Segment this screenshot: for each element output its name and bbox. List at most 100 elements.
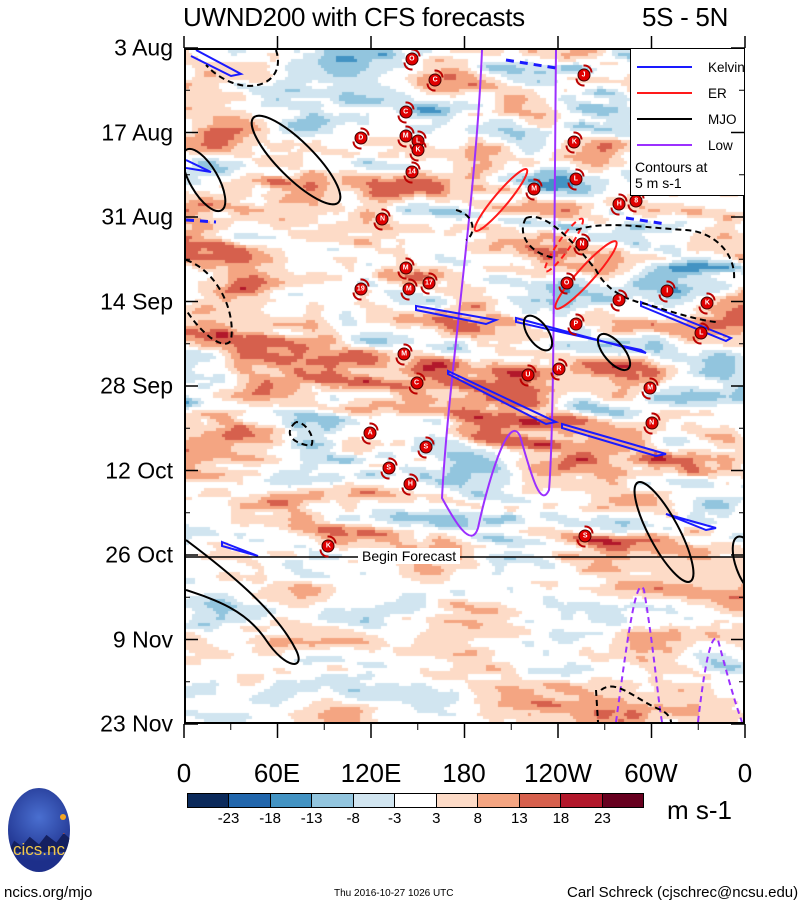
er-contour [543,217,585,273]
legend-swatch [637,66,692,68]
y-tick-label: 23 Nov [100,710,173,737]
colorbar-label: 23 [594,810,611,827]
legend-note-line: Contours at [635,159,708,175]
author-credit: Carl Schreck (cjschrec@ncsu.edu) [567,884,799,901]
low-contour [615,586,663,722]
y-tick-label: 17 Aug [101,119,173,146]
tropical-cyclone-marker: N [643,412,661,435]
legend-item-mjo: MJO [637,110,737,128]
cics-logo: cics.nc [8,788,70,872]
mjo-contour [595,685,672,722]
kelvin-contour [447,369,560,426]
legend-label: MJO [708,111,737,127]
tropical-cyclone-marker: A [361,422,379,445]
x-tick-label: 60E [253,758,301,788]
chart-title: UWND200 with CFS forecasts [183,2,525,32]
colorbar-units: m s-1 [667,795,732,825]
colorbar-swatch [312,794,354,807]
mjo-contour [250,114,342,206]
tropical-cyclone-marker: 14 [403,161,421,184]
tropical-cyclone-marker: R [550,358,568,381]
er-contour [554,240,618,310]
legend-item-low: Low [637,136,733,154]
legend-note: Contours at 5 m s-1 [635,159,707,191]
colorbar-swatch [395,794,437,807]
tropical-cyclone-marker: C [397,101,415,124]
website-link[interactable]: ncics.org/mjo [4,884,93,901]
tropical-cyclone-marker: 8 [627,190,645,213]
legend-note-line: 5 m s-1 [635,175,682,191]
tropical-cyclone-marker: K [698,292,716,315]
kelvin-contour [186,58,667,226]
y-tick-label: 3 Aug [114,34,173,61]
legend-item-kelvin: Kelvin [637,58,745,76]
colorbar-swatch [478,794,520,807]
tropical-cyclone-marker: D [352,127,370,150]
y-tick-label: 12 Oct [105,457,173,484]
legend-label: Low [708,137,733,153]
tropical-cyclone-marker: M [400,278,418,301]
y-tick-label: 14 Sep [100,288,173,315]
kelvin-contour [561,422,667,458]
mjo-contour [186,259,233,345]
mjo-contour [633,481,695,583]
kelvin-contour [186,159,212,173]
tropical-cyclone-marker: K [319,535,337,558]
tropical-cyclone-marker: N [573,233,591,256]
tropical-cyclone-marker: C [426,69,444,92]
legend-swatch [637,144,692,146]
tropical-cyclone-marker: M [525,178,543,201]
tropical-cyclone-marker: H [401,473,419,496]
colorbar-label: 3 [432,810,441,827]
mjo-contour [186,539,300,665]
tropical-cyclone-marker: O [403,50,421,71]
colorbar-label: 18 [552,810,570,827]
kelvin-contour [640,300,734,343]
tropical-cyclone-marker: J [610,289,628,312]
colorbar-label: -8 [346,810,360,827]
low-contour [440,50,557,537]
tropical-cyclone-marker: S [417,436,435,459]
tropical-cyclone-marker: M [395,343,413,366]
mjo-contour [288,421,314,448]
colorbar-swatch [436,794,479,807]
tropical-cyclone-marker: M [397,257,415,280]
colorbar-swatch [561,794,603,807]
y-tick-label: 26 Oct [105,541,173,568]
tropical-cyclone-marker: C [408,372,426,395]
tropical-cyclone-marker: 17 [420,272,438,295]
mjo-contour [205,50,279,87]
tropical-cyclone-marker: U [519,364,537,387]
mjo-contour [596,332,632,372]
x-tick-label: 180 [442,758,486,788]
mjo-contour [521,215,717,323]
colorbar-swatch [519,794,562,807]
tropical-cyclone-marker: S [576,525,594,548]
tropical-cyclone-marker: N [373,208,391,231]
tropical-cyclone-marker: S [380,457,398,480]
tropical-cyclone-marker: K [409,139,427,162]
y-tick-label: 31 Aug [101,203,173,230]
logo-text: cics.nc [13,840,65,859]
mjo-contour [186,147,227,213]
tropical-cyclone-marker: L [567,168,585,191]
tropical-cyclone-marker: M [641,377,659,400]
colorbar-swatch [229,794,271,807]
tropical-cyclone-marker: 19 [352,278,370,301]
colorbar-swatch [270,794,313,807]
x-tick-label: 60W [624,758,678,788]
sun-icon [60,814,66,820]
begin-forecast-label: Begin Forecast [358,548,461,564]
colorbar-label: -18 [259,810,281,827]
mjo-contour [522,314,554,352]
tropical-cyclone-marker: H [610,193,628,216]
mjo-contour [575,224,736,281]
kelvin-contour [415,304,500,326]
legend-swatch [637,92,692,94]
kelvin-contour [665,513,717,532]
tropical-cyclone-marker: P [567,313,585,336]
x-tick-label: 0 [737,758,753,788]
tropical-cyclone-marker: M [397,125,415,148]
colorbar-label: 13 [511,810,528,827]
low-contour [697,637,743,722]
